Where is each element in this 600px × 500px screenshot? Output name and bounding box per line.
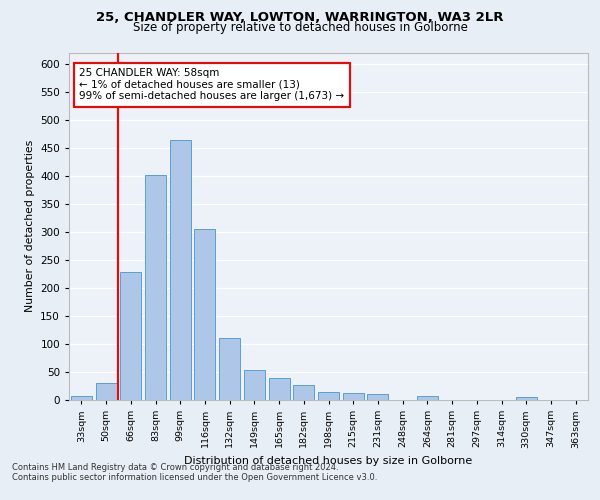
Text: 25 CHANDLER WAY: 58sqm
← 1% of detached houses are smaller (13)
99% of semi-deta: 25 CHANDLER WAY: 58sqm ← 1% of detached … — [79, 68, 344, 102]
Y-axis label: Number of detached properties: Number of detached properties — [25, 140, 35, 312]
Bar — [343, 392, 364, 400]
Bar — [219, 338, 240, 400]
Bar — [367, 394, 388, 400]
X-axis label: Distribution of detached houses by size in Golborne: Distribution of detached houses by size … — [184, 456, 473, 466]
Bar — [194, 229, 215, 400]
Bar — [293, 385, 314, 400]
Bar — [170, 140, 191, 400]
Text: Contains HM Land Registry data © Crown copyright and database right 2024.: Contains HM Land Registry data © Crown c… — [12, 462, 338, 471]
Bar — [120, 272, 141, 400]
Text: Size of property relative to detached houses in Golborne: Size of property relative to detached ho… — [133, 22, 467, 35]
Text: Contains public sector information licensed under the Open Government Licence v3: Contains public sector information licen… — [12, 472, 377, 482]
Bar — [244, 370, 265, 400]
Bar — [318, 392, 339, 400]
Bar — [417, 396, 438, 400]
Bar — [95, 383, 116, 400]
Bar — [145, 174, 166, 400]
Text: 25, CHANDLER WAY, LOWTON, WARRINGTON, WA3 2LR: 25, CHANDLER WAY, LOWTON, WARRINGTON, WA… — [96, 11, 504, 24]
Bar — [516, 397, 537, 400]
Bar — [269, 378, 290, 400]
Bar — [71, 396, 92, 400]
